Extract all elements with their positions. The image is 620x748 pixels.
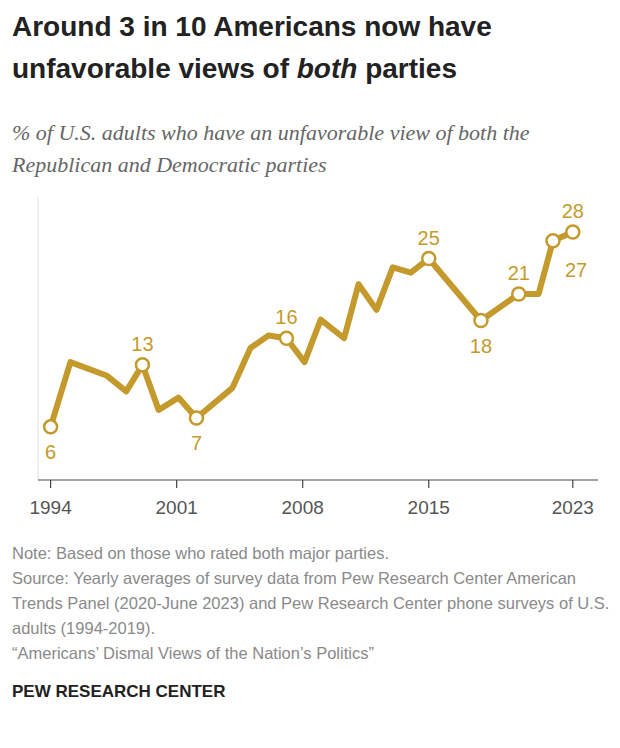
data-label: 25 [418, 227, 440, 249]
marker [280, 332, 293, 345]
marker [44, 420, 57, 433]
data-label: 21 [508, 262, 530, 284]
note: Note: Based on those who rated both majo… [12, 541, 612, 566]
note: Source: Yearly averages of survey data f… [12, 566, 612, 641]
marker [422, 252, 435, 265]
x-tick-label: 1994 [29, 497, 72, 518]
x-tick [302, 480, 303, 488]
data-label: 7 [191, 432, 202, 454]
x-axis-line [38, 479, 598, 480]
x-tick-label: 2015 [408, 497, 450, 518]
marker [546, 234, 559, 247]
x-tick [428, 480, 429, 488]
data-label: 16 [275, 306, 297, 328]
x-tick [176, 480, 177, 488]
footer: PEW RESEARCH CENTER [12, 682, 225, 702]
x-tick-label: 2023 [552, 497, 594, 518]
data-label: 6 [45, 441, 56, 463]
page: {"chart_data": { "type": "line", "title"… [0, 0, 620, 748]
data-label: 13 [131, 333, 153, 355]
chart: 1994 2001 2008 2015 2023 6 13 7 16 25 18 21 27 28 [0, 0, 620, 530]
marker [512, 287, 525, 300]
marker [190, 411, 203, 424]
x-tick [572, 480, 573, 488]
title-emphasis: both [297, 53, 358, 84]
marker [566, 225, 579, 238]
data-label: 18 [470, 335, 492, 357]
y-axis-line [38, 197, 39, 481]
subtitle: % of U.S. adults who have an unfavorable… [12, 117, 607, 181]
marker [136, 358, 149, 371]
data-label: 28 [562, 200, 584, 222]
x-tick [50, 480, 51, 488]
title: Around 3 in 10 Americans now have unfavo… [12, 6, 612, 90]
line [51, 232, 573, 427]
plot-area [44, 225, 579, 433]
x-tick-label: 2008 [282, 497, 324, 518]
note: “Americans’ Dismal Views of the Nation’s… [12, 641, 612, 666]
marker [474, 314, 487, 327]
notes: Note: Based on those who rated both majo… [12, 541, 612, 666]
x-tick-label: 2001 [156, 497, 198, 518]
data-label: 27 [565, 259, 587, 281]
